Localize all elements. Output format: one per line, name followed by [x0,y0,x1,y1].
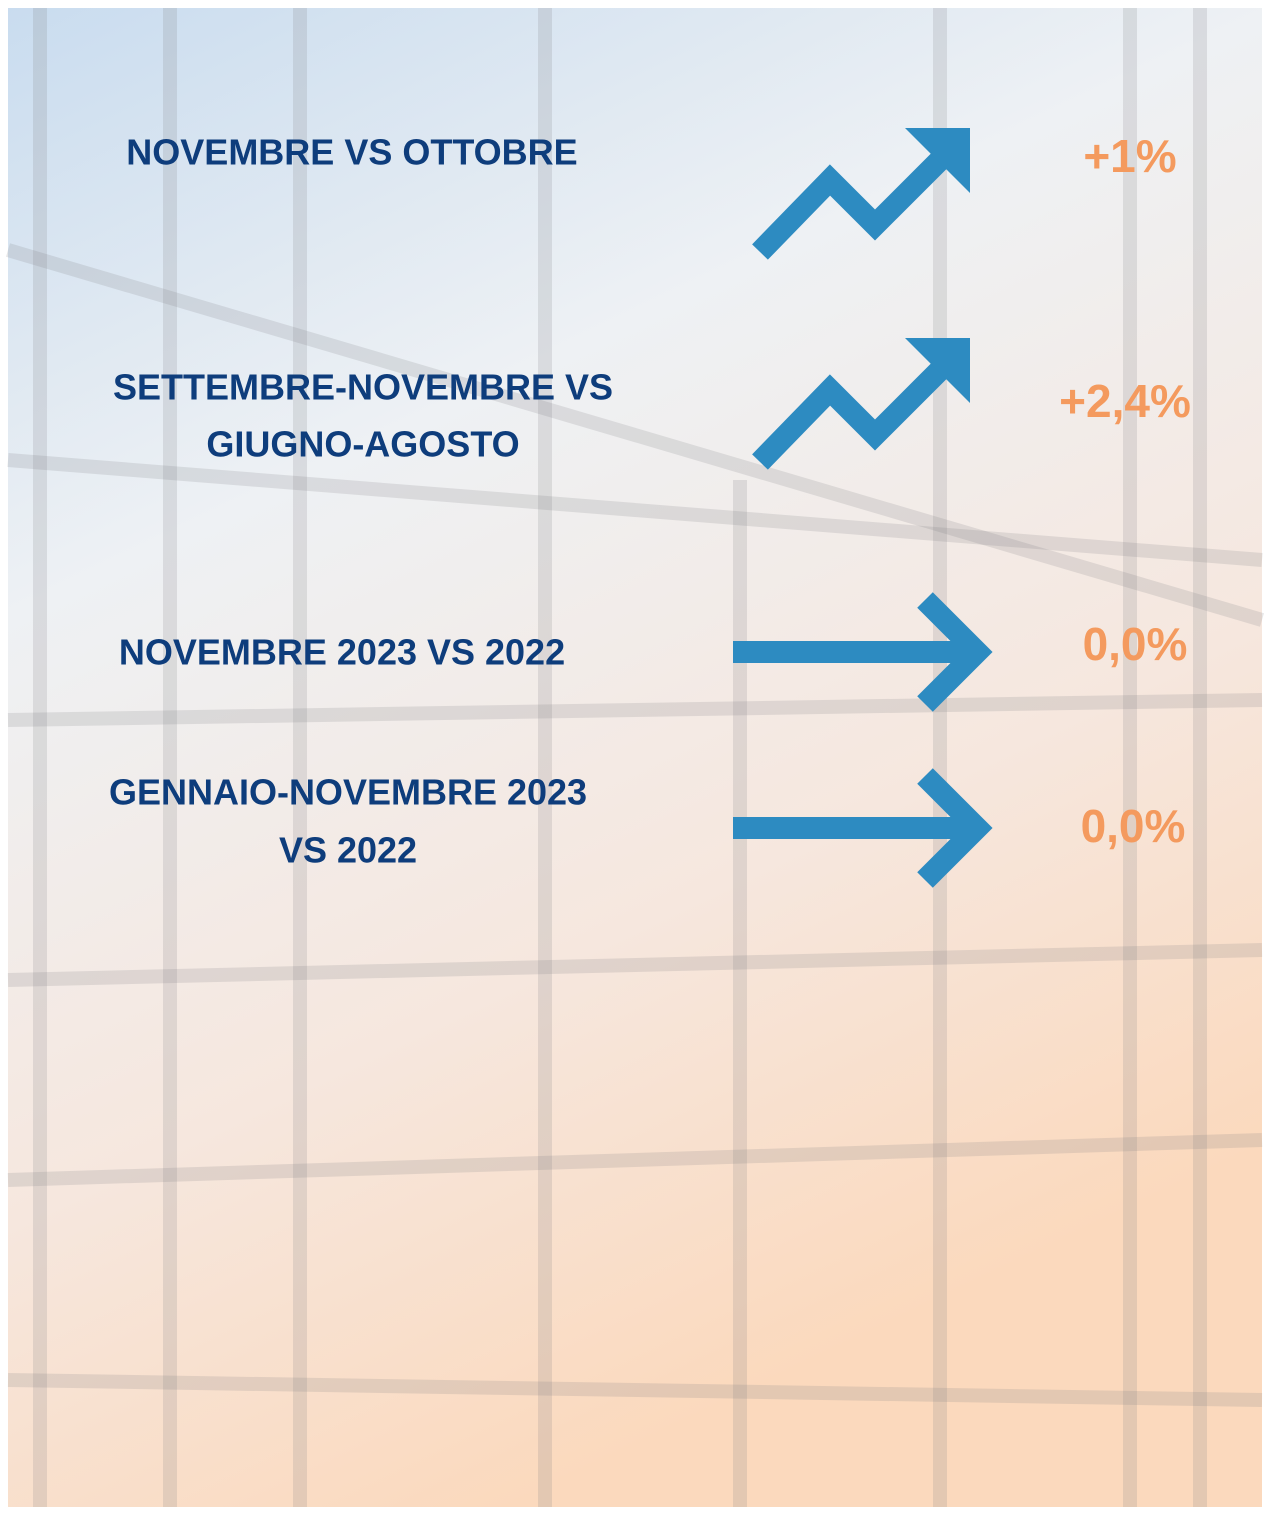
row-label: NOVEMBRE VS OTTOBRE [126,132,577,173]
row-value: +1% [1083,130,1176,182]
row-value: 0,0% [1083,618,1188,670]
row-label: VS 2022 [279,830,417,871]
row-value: +2,4% [1059,375,1191,427]
background [8,8,1262,1507]
row-label: SETTEMBRE-NOVEMBRE VS [113,367,613,408]
row-value: 0,0% [1081,800,1186,852]
infographic: NOVEMBRE VS OTTOBRE +1% SETTEMBRE-NOVEMBRE… [0,0,1270,1515]
row-label: GIUGNO-AGOSTO [206,424,519,465]
row-label: GENNAIO-NOVEMBRE 2023 [109,772,587,813]
row-label: NOVEMBRE 2023 VS 2022 [119,632,565,673]
page: NOVEMBRE VS OTTOBRE +1% SETTEMBRE-NOVEMBRE… [0,0,1270,1515]
